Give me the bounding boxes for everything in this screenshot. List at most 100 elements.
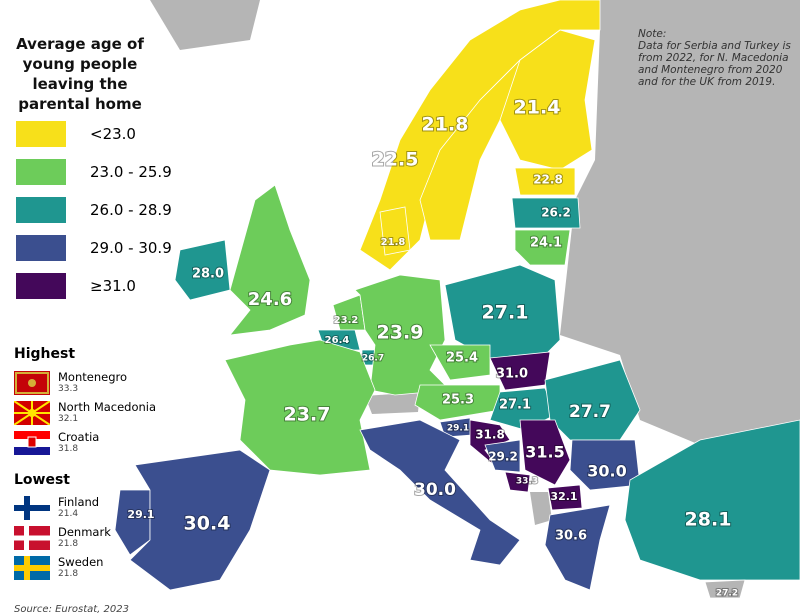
ranking-item: Croatia 31.8 bbox=[14, 431, 99, 455]
countries bbox=[114, 0, 800, 599]
region-label: 30.4 bbox=[184, 513, 231, 535]
region-label: 28.0 bbox=[192, 267, 224, 282]
country bbox=[359, 419, 521, 566]
ranking-text: Croatia 31.8 bbox=[58, 430, 100, 455]
flag bbox=[14, 401, 50, 425]
non-data-land bbox=[530, 492, 552, 525]
region-label: 27.2 bbox=[716, 589, 738, 599]
country-value: 33.3 bbox=[58, 384, 79, 394]
country-value: 21.8 bbox=[58, 569, 79, 579]
country bbox=[514, 229, 571, 266]
flag bbox=[14, 556, 50, 580]
country bbox=[547, 484, 583, 511]
country bbox=[544, 504, 611, 591]
flag bbox=[14, 431, 50, 455]
country bbox=[429, 344, 491, 381]
ranking-text: Montenegro 33.3 bbox=[58, 370, 128, 395]
highest-title: Highest bbox=[14, 346, 76, 362]
region-label: 31.0 bbox=[496, 367, 528, 382]
legend-swatch bbox=[16, 121, 66, 147]
country bbox=[489, 351, 551, 391]
country bbox=[379, 206, 411, 256]
region-label: 24.6 bbox=[248, 289, 292, 310]
flag bbox=[14, 526, 50, 550]
country-name: North Macedonia bbox=[58, 400, 157, 414]
region-label: 21.8 bbox=[422, 114, 469, 136]
legend-item: 29.0 - 30.9 bbox=[16, 235, 172, 261]
legend-item: ≥31.0 bbox=[16, 273, 136, 299]
non-data-land bbox=[560, 0, 800, 445]
region-label: 31.5 bbox=[525, 443, 564, 462]
region-label: 29.2 bbox=[488, 450, 518, 464]
country-value: 32.1 bbox=[58, 414, 79, 424]
flag bbox=[14, 496, 50, 520]
region-label: 32.1 bbox=[550, 490, 577, 503]
ranking-text: North Macedonia 32.1 bbox=[58, 400, 157, 425]
legend-label: 26.0 - 28.9 bbox=[90, 201, 172, 219]
country-name: Croatia bbox=[58, 430, 100, 444]
ranking-item: North Macedonia 32.1 bbox=[14, 401, 156, 425]
region-labels: 22.521.821.422.826.224.121.828.024.623.2… bbox=[126, 96, 739, 600]
country bbox=[114, 489, 151, 556]
region-label: 23.2 bbox=[334, 315, 359, 326]
region-label: 27.7 bbox=[569, 402, 611, 422]
legend-swatch bbox=[16, 197, 66, 223]
country bbox=[414, 384, 501, 421]
country-name: Sweden bbox=[58, 555, 104, 569]
legend-label: ≥31.0 bbox=[90, 277, 136, 295]
country bbox=[569, 439, 641, 491]
region-label: 33.3 bbox=[516, 477, 538, 487]
country bbox=[514, 167, 576, 196]
legend-label: 29.0 - 30.9 bbox=[90, 239, 172, 257]
ranking-item: Montenegro 33.3 bbox=[14, 371, 127, 395]
country bbox=[519, 419, 571, 486]
country bbox=[174, 239, 231, 301]
ranking-text: Finland 21.4 bbox=[58, 495, 100, 520]
ranking-item: Finland 21.4 bbox=[14, 496, 99, 520]
region-label: 26.2 bbox=[541, 206, 571, 220]
note-title: Note: bbox=[638, 28, 667, 40]
country bbox=[444, 264, 561, 366]
region-label: 24.1 bbox=[530, 236, 562, 251]
legend-item: 26.0 - 28.9 bbox=[16, 197, 172, 223]
country bbox=[504, 471, 531, 493]
ranking-text: Sweden 21.8 bbox=[58, 555, 104, 580]
non-data-land bbox=[365, 392, 420, 414]
legend-swatch bbox=[16, 159, 66, 185]
region-label: 30.0 bbox=[414, 480, 456, 500]
region-label: 23.9 bbox=[377, 322, 424, 344]
region-label: 25.4 bbox=[446, 351, 478, 366]
region-label: 28.1 bbox=[685, 509, 732, 531]
country-name: Montenegro bbox=[58, 370, 128, 384]
country-value: 21.4 bbox=[58, 509, 79, 519]
country bbox=[624, 419, 800, 581]
region-label: 26.4 bbox=[325, 335, 350, 346]
legend-item: 23.0 - 25.9 bbox=[16, 159, 172, 185]
country-name: Finland bbox=[58, 495, 100, 509]
region-label: 21.4 bbox=[514, 97, 561, 119]
ranking-item: Denmark 21.8 bbox=[14, 526, 111, 550]
note: Note: Data for Serbia and Turkey is from… bbox=[638, 28, 798, 88]
region-label: 23.7 bbox=[284, 404, 331, 426]
note-text: Data for Serbia and Turkey is from 2022,… bbox=[638, 40, 791, 88]
region-label: 30.0 bbox=[587, 462, 626, 481]
lowest-title: Lowest bbox=[14, 472, 70, 488]
region-label: 31.8 bbox=[475, 428, 505, 442]
country bbox=[229, 184, 311, 336]
country bbox=[511, 197, 581, 229]
country-value: 21.8 bbox=[58, 539, 79, 549]
region-label: 26.7 bbox=[362, 354, 384, 364]
legend-swatch bbox=[16, 273, 66, 299]
region-label: 27.1 bbox=[482, 302, 529, 324]
legend-title: Average age of young people leaving the … bbox=[16, 35, 144, 113]
ranking-text: Denmark 21.8 bbox=[58, 525, 111, 550]
legend-swatch bbox=[16, 235, 66, 261]
non-data-land bbox=[150, 0, 260, 50]
source: Source: Eurostat, 2023 bbox=[14, 604, 129, 615]
country bbox=[129, 449, 271, 591]
country-name: Denmark bbox=[58, 525, 111, 539]
region-label: 29.1 bbox=[447, 424, 469, 434]
country-value: 31.8 bbox=[58, 444, 79, 454]
